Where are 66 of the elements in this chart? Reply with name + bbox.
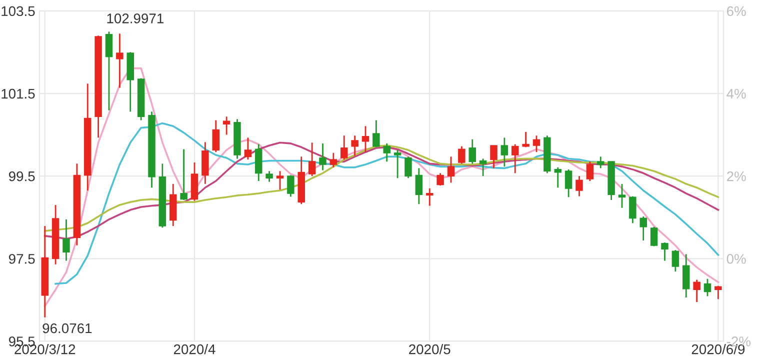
candlestick	[426, 188, 434, 206]
candlestick	[447, 156, 455, 184]
y-tick-label: 103.5	[2, 6, 35, 16]
candlestick	[500, 136, 508, 168]
candlestick	[650, 226, 658, 247]
candlestick	[596, 156, 604, 169]
y2-tick-label: 4%	[726, 88, 746, 99]
y2-tick-label: 0%	[726, 254, 746, 264]
candlestick	[618, 183, 626, 209]
candlestick	[372, 120, 380, 148]
candlestick	[383, 142, 390, 162]
candlestick	[714, 285, 722, 300]
y2-tick-label: 6%	[727, 6, 746, 16]
candlestick	[266, 170, 273, 183]
candlestick	[116, 32, 124, 88]
line-series	[54, 122, 720, 285]
candlestick	[276, 170, 284, 190]
y-tick-label: 95.5	[8, 336, 35, 346]
candlestick	[554, 166, 562, 188]
y2-tick-label: -2%	[726, 336, 751, 346]
x-tick-label: 2020/5	[409, 344, 450, 354]
candlestick	[693, 279, 700, 303]
candlestick	[704, 278, 712, 297]
candlestick	[564, 168, 572, 198]
candlestick	[576, 175, 583, 197]
candlestick	[362, 125, 370, 153]
annotation: 102.9971	[107, 14, 164, 24]
y-tick-label: 99.5	[8, 171, 35, 182]
candlestick	[522, 131, 530, 148]
candlestick	[351, 134, 358, 157]
candlestick	[330, 152, 338, 168]
candlestick	[222, 116, 230, 136]
candlestick	[629, 196, 636, 224]
candlestick	[394, 149, 402, 179]
x-tick-label: 2020/3/12	[14, 344, 76, 354]
candlestick	[212, 120, 220, 153]
candlestick	[468, 138, 476, 164]
candlestick	[479, 158, 487, 177]
candlestick	[532, 134, 540, 153]
candlestick	[404, 156, 412, 179]
candlestick	[415, 168, 423, 205]
candlestick	[511, 144, 519, 174]
candlestick	[340, 134, 348, 160]
candlestick	[254, 144, 262, 182]
candlestick	[661, 242, 668, 262]
candlestick	[62, 218, 70, 262]
candlestick	[319, 142, 326, 171]
candlestick	[586, 160, 594, 182]
y-tick-label: 97.5	[8, 254, 35, 264]
candlestick	[640, 216, 647, 242]
candlestick	[682, 253, 690, 298]
annotation: 96.0761	[42, 323, 92, 334]
candlestick	[490, 144, 498, 169]
candlestick	[458, 146, 466, 164]
line-series	[44, 67, 720, 308]
candlestick	[436, 172, 444, 186]
y2-tick-label: 2%	[726, 171, 746, 182]
candlestick	[672, 249, 680, 272]
candlestick	[287, 174, 294, 198]
x-tick-label: 2020/6/9	[692, 344, 745, 354]
candlestick	[308, 142, 316, 177]
candlestick	[180, 148, 188, 201]
x-tick-label: 2020/4	[174, 344, 216, 354]
candlestick	[105, 30, 113, 112]
candlestick	[244, 136, 252, 160]
y-tick-label: 101.5	[2, 88, 35, 99]
